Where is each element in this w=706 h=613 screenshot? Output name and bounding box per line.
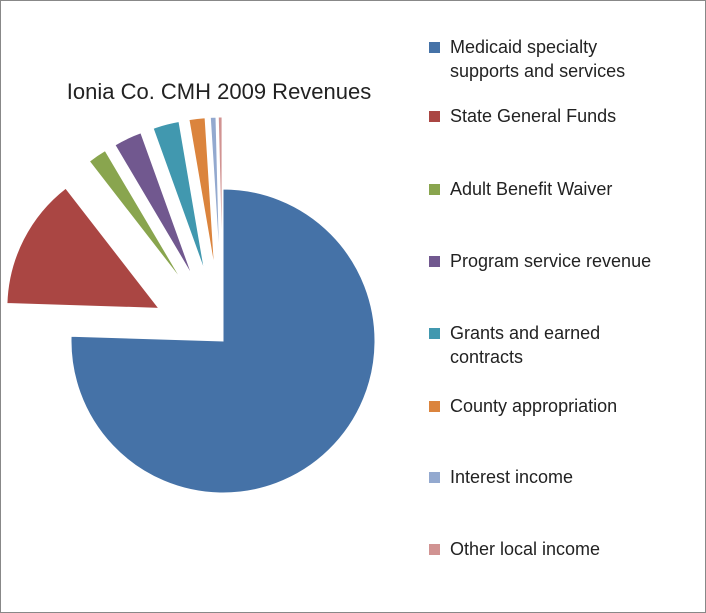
pie-slice <box>217 116 223 270</box>
legend-label: County appropriation <box>450 396 618 416</box>
pie-slice <box>88 149 183 282</box>
legend-label: Medicaid specialty supports and services <box>450 37 626 81</box>
pie-slice <box>188 117 216 270</box>
legend-item: Interest income <box>429 465 689 489</box>
pie-slice <box>70 188 376 494</box>
legend-label: Other local income <box>450 539 601 559</box>
pie-slice <box>152 120 206 272</box>
legend-swatch <box>429 256 440 267</box>
legend-label: State General Funds <box>450 106 617 126</box>
chart-title: Ionia Co. CMH 2009 Revenues <box>67 79 372 104</box>
legend-label: Grants and earned contracts <box>450 323 601 367</box>
legend-swatch <box>429 472 440 483</box>
pie-slice <box>6 187 160 309</box>
pie-slice <box>114 132 193 277</box>
pie-slice <box>209 116 221 270</box>
legend-item: State General Funds <box>429 104 689 128</box>
legend-swatch <box>429 544 440 555</box>
legend-item: Program service revenue <box>429 249 689 273</box>
legend-label: Program service revenue <box>450 251 652 271</box>
legend-swatch <box>429 42 440 53</box>
legend-item: Adult Benefit Waiver <box>429 177 689 201</box>
legend-label: Interest income <box>450 467 574 487</box>
legend-item: Other local income <box>429 537 689 561</box>
legend-label: Adult Benefit Waiver <box>450 179 613 199</box>
legend-item: Grants and earned contracts <box>429 321 629 369</box>
legend-item: Medicaid specialty supports and services <box>429 35 629 83</box>
legend-swatch <box>429 328 440 339</box>
legend-swatch <box>429 401 440 412</box>
legend-swatch <box>429 184 440 195</box>
legend-swatch <box>429 111 440 122</box>
legend-item: County appropriation <box>429 394 689 418</box>
